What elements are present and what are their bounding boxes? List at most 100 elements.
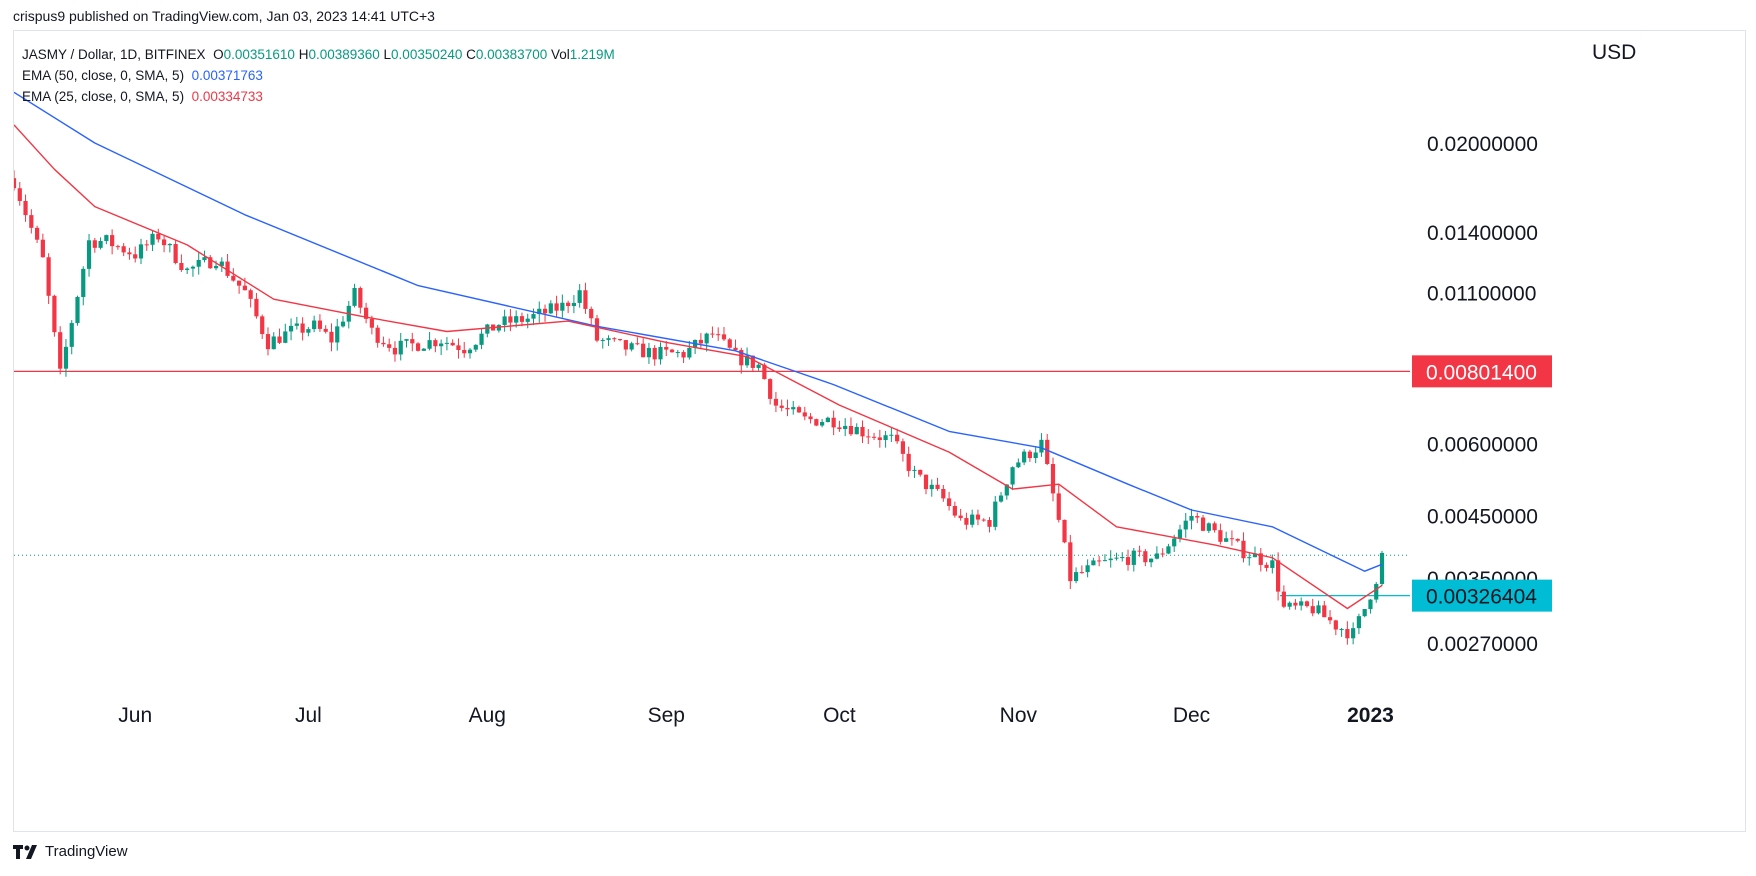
candle-body bbox=[906, 453, 911, 471]
candle-body bbox=[121, 246, 126, 253]
candle bbox=[606, 335, 611, 347]
candle-body bbox=[612, 338, 617, 340]
candle-body bbox=[871, 436, 877, 438]
candle bbox=[283, 323, 288, 344]
footer-brand[interactable]: TradingView bbox=[13, 843, 128, 860]
candle bbox=[1125, 549, 1131, 571]
candle-body bbox=[1131, 550, 1136, 565]
candle bbox=[1062, 519, 1067, 544]
candle bbox=[1379, 550, 1385, 587]
candle-body bbox=[727, 339, 732, 348]
candle bbox=[98, 237, 103, 250]
candle-body bbox=[1316, 605, 1321, 614]
candle-body bbox=[970, 514, 975, 525]
candle bbox=[40, 233, 45, 258]
candle bbox=[133, 246, 138, 263]
candle-body bbox=[820, 422, 825, 426]
candle bbox=[271, 332, 276, 350]
candle bbox=[1206, 522, 1211, 533]
candle-body bbox=[675, 352, 680, 354]
candle-body bbox=[248, 290, 253, 299]
x-tick-label: 2023 bbox=[1347, 704, 1394, 727]
candle-body bbox=[641, 343, 646, 358]
candle bbox=[866, 429, 871, 445]
candle bbox=[617, 339, 623, 342]
candle-body bbox=[1247, 557, 1252, 559]
legend-ema25-row[interactable]: EMA (25, close, 0, SMA, 5) 0.00334733 bbox=[22, 86, 615, 107]
candle-body bbox=[439, 343, 444, 347]
ema25-line[interactable] bbox=[14, 124, 1383, 610]
candle-body bbox=[1299, 601, 1304, 606]
candle-body bbox=[75, 296, 80, 324]
candle bbox=[687, 340, 692, 360]
candle-body bbox=[583, 290, 588, 309]
candle bbox=[848, 417, 854, 437]
candle bbox=[1039, 433, 1044, 457]
candle-body bbox=[1177, 529, 1183, 539]
candle-body bbox=[473, 344, 478, 350]
candle bbox=[895, 428, 900, 444]
candle bbox=[63, 339, 69, 377]
candle-body bbox=[485, 324, 490, 334]
candle bbox=[577, 284, 582, 308]
candle-body bbox=[196, 259, 201, 267]
candle-body bbox=[635, 343, 640, 345]
candle-body bbox=[92, 240, 97, 248]
candle-body bbox=[1079, 572, 1084, 574]
candle-body bbox=[271, 336, 276, 350]
currency-label[interactable]: USD bbox=[1592, 41, 1637, 64]
candle bbox=[514, 310, 519, 328]
candle-body bbox=[1033, 452, 1038, 459]
candle-body bbox=[306, 329, 311, 333]
candle bbox=[831, 410, 836, 436]
candle bbox=[167, 243, 172, 253]
candle-body bbox=[1293, 602, 1298, 606]
candle bbox=[277, 328, 282, 345]
legend-vol-label: Vol bbox=[550, 47, 570, 62]
candle-body bbox=[941, 488, 946, 499]
cyan-price-badge[interactable] bbox=[1412, 579, 1552, 612]
candle bbox=[248, 288, 253, 308]
candle-body bbox=[796, 407, 802, 413]
candle bbox=[329, 323, 334, 352]
candle-body bbox=[1270, 560, 1275, 568]
candle-body bbox=[1068, 542, 1073, 582]
published-by-text: crispus9 published on TradingView.com, J… bbox=[13, 8, 435, 24]
support-price-badge[interactable] bbox=[1412, 355, 1552, 388]
candle bbox=[825, 416, 830, 423]
ema50-line[interactable] bbox=[14, 91, 1383, 572]
candle bbox=[340, 316, 346, 328]
candle bbox=[1212, 521, 1217, 533]
candle bbox=[306, 327, 311, 337]
candle bbox=[1327, 610, 1333, 625]
candle-body bbox=[167, 244, 172, 246]
legend-vol-value: 1.219M bbox=[569, 47, 615, 62]
candle-body bbox=[46, 257, 51, 296]
candle bbox=[918, 469, 923, 477]
candle-body bbox=[260, 316, 265, 335]
candle-body bbox=[825, 417, 830, 423]
y-tick-label: 0.02000000 bbox=[1427, 133, 1538, 156]
candle-body bbox=[450, 342, 455, 346]
candle bbox=[975, 509, 981, 526]
candle-body bbox=[52, 295, 57, 333]
candle-body bbox=[185, 268, 190, 270]
candle-body bbox=[1224, 538, 1229, 542]
candle bbox=[502, 309, 507, 332]
chart-frame[interactable] bbox=[13, 30, 1746, 832]
y-tick-label: 0.01100000 bbox=[1427, 282, 1536, 305]
candle bbox=[589, 306, 594, 325]
candle bbox=[1224, 531, 1229, 542]
candle bbox=[144, 239, 149, 251]
candle-body bbox=[704, 333, 709, 344]
legend-ema50-row[interactable]: EMA (50, close, 0, SMA, 5) 0.00371763 bbox=[22, 65, 615, 86]
candle-body bbox=[1085, 565, 1090, 573]
candle bbox=[669, 348, 675, 353]
candle bbox=[664, 340, 669, 357]
candle bbox=[1085, 559, 1090, 578]
candle-body bbox=[467, 349, 473, 354]
candle bbox=[398, 332, 403, 361]
candle bbox=[756, 363, 761, 371]
candle bbox=[641, 338, 646, 358]
